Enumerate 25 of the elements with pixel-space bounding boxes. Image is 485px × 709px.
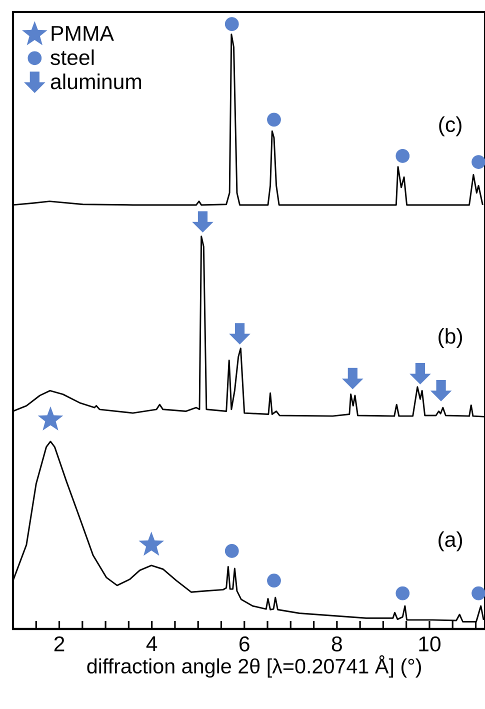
x-tick-label: 2 [54,636,64,652]
x-tick-label: 8 [332,636,342,652]
annotation: (c) [439,116,462,136]
point [342,368,364,390]
x-axis-title: diffraction angle 2θ [λ=0.20741 Å] (°) [87,655,421,678]
legend-label: steel [50,49,94,66]
point [138,532,164,556]
annotation: (a) [438,531,462,552]
point [410,363,431,384]
point [224,544,239,558]
x-tick-label: 4 [146,636,158,652]
point [267,574,281,588]
point [38,406,64,430]
x-tick-label: 6 [240,636,250,652]
point [430,380,452,402]
x-tick-label: 10 [419,636,440,652]
legend-label: PMMA [52,26,114,41]
point [192,211,214,233]
point [229,323,250,344]
point [224,17,239,32]
annotation: (b) [438,328,462,348]
point [396,149,410,163]
point [396,586,410,600]
legend-label: aluminum [50,74,142,90]
point [267,112,281,127]
